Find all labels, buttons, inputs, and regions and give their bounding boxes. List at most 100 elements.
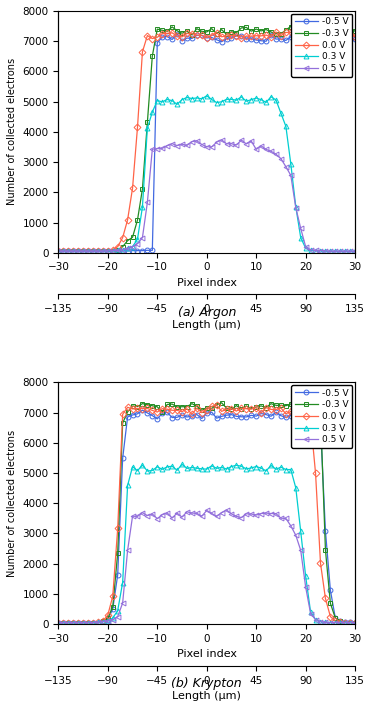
Y-axis label: Number of collected electrons: Number of collected electrons <box>7 58 17 205</box>
Legend: -0.5 V, -0.3 V, 0.0 V, 0.3 V, 0.5 V: -0.5 V, -0.3 V, 0.0 V, 0.3 V, 0.5 V <box>292 13 352 76</box>
-0.3 V <box>160 408 164 416</box>
Line: 0.3 V: 0.3 V <box>56 462 357 625</box>
-0.5 V <box>318 36 323 45</box>
-0.5 V <box>318 421 323 430</box>
Line: 0.0 V: 0.0 V <box>56 28 357 253</box>
0.0 V <box>318 559 323 567</box>
0.3 V <box>115 606 120 615</box>
0.3 V <box>56 618 61 627</box>
X-axis label: Pixel index: Pixel index <box>177 649 237 659</box>
0.0 V <box>56 618 61 627</box>
0.3 V <box>353 618 357 627</box>
0.0 V <box>313 31 318 40</box>
0.3 V <box>353 247 357 256</box>
0.5 V <box>115 612 120 621</box>
0.5 V <box>239 513 244 522</box>
Line: 0.5 V: 0.5 V <box>56 137 357 253</box>
0.5 V <box>125 546 130 554</box>
-0.3 V <box>115 246 120 254</box>
Y-axis label: Number of collected electrons: Number of collected electrons <box>7 430 17 577</box>
-0.3 V <box>125 408 130 416</box>
0.0 V <box>125 215 130 224</box>
0.3 V <box>219 98 224 106</box>
0.0 V <box>56 247 61 256</box>
X-axis label: Length (μm): Length (μm) <box>172 320 241 330</box>
-0.5 V <box>165 408 169 416</box>
0.3 V <box>239 93 244 101</box>
-0.3 V <box>353 618 357 627</box>
0.0 V <box>353 33 357 41</box>
Text: (b) Krypton: (b) Krypton <box>171 678 242 690</box>
-0.3 V <box>160 26 164 35</box>
Line: 0.0 V: 0.0 V <box>56 402 357 625</box>
X-axis label: Length (μm): Length (μm) <box>172 691 241 701</box>
-0.5 V <box>239 32 244 40</box>
-0.5 V <box>219 38 224 46</box>
0.0 V <box>234 31 239 40</box>
0.3 V <box>125 481 130 490</box>
-0.5 V <box>115 246 120 255</box>
-0.5 V <box>239 413 244 421</box>
-0.3 V <box>125 236 130 245</box>
-0.5 V <box>56 247 61 256</box>
0.5 V <box>115 246 120 255</box>
0.0 V <box>115 242 120 251</box>
-0.3 V <box>318 26 323 35</box>
0.3 V <box>115 246 120 255</box>
0.5 V <box>160 510 164 519</box>
0.3 V <box>239 462 244 470</box>
-0.3 V <box>318 409 323 417</box>
Text: (a) Argon: (a) Argon <box>177 306 236 319</box>
-0.5 V <box>353 35 357 44</box>
-0.5 V <box>353 618 357 627</box>
-0.3 V <box>234 28 239 37</box>
-0.3 V <box>353 27 357 35</box>
Line: -0.5 V: -0.5 V <box>56 408 357 625</box>
-0.3 V <box>219 399 224 407</box>
0.5 V <box>353 247 357 256</box>
0.3 V <box>318 246 323 255</box>
-0.5 V <box>125 413 130 421</box>
0.0 V <box>353 618 357 627</box>
-0.3 V <box>214 401 219 409</box>
0.5 V <box>353 618 357 627</box>
0.0 V <box>214 28 219 37</box>
0.5 V <box>214 512 219 520</box>
0.3 V <box>160 98 164 106</box>
-0.3 V <box>115 549 120 557</box>
0.5 V <box>318 617 323 626</box>
0.0 V <box>333 26 337 35</box>
0.0 V <box>160 29 164 38</box>
Line: -0.5 V: -0.5 V <box>56 32 357 253</box>
0.0 V <box>239 404 244 413</box>
Legend: -0.5 V, -0.3 V, 0.0 V, 0.3 V, 0.5 V: -0.5 V, -0.3 V, 0.0 V, 0.3 V, 0.5 V <box>292 385 352 448</box>
0.0 V <box>160 404 164 413</box>
-0.3 V <box>239 405 244 413</box>
0.5 V <box>56 618 61 627</box>
X-axis label: Pixel index: Pixel index <box>177 278 237 288</box>
0.0 V <box>219 407 224 416</box>
0.3 V <box>219 463 224 472</box>
0.5 V <box>239 136 244 144</box>
0.3 V <box>318 617 323 626</box>
0.0 V <box>125 403 130 411</box>
0.3 V <box>160 465 164 474</box>
0.5 V <box>125 244 130 253</box>
0.5 V <box>219 135 224 144</box>
0.3 V <box>205 91 209 100</box>
-0.5 V <box>140 406 145 414</box>
0.0 V <box>115 524 120 532</box>
-0.3 V <box>214 29 219 38</box>
0.5 V <box>160 144 164 153</box>
-0.5 V <box>125 246 130 255</box>
0.5 V <box>224 506 229 514</box>
Line: -0.3 V: -0.3 V <box>56 24 357 253</box>
0.5 V <box>318 246 323 255</box>
Line: -0.3 V: -0.3 V <box>56 400 357 625</box>
-0.5 V <box>219 412 224 421</box>
-0.3 V <box>289 22 293 30</box>
0.3 V <box>125 244 130 253</box>
-0.5 V <box>115 571 120 579</box>
-0.3 V <box>56 618 61 627</box>
0.3 V <box>56 247 61 256</box>
